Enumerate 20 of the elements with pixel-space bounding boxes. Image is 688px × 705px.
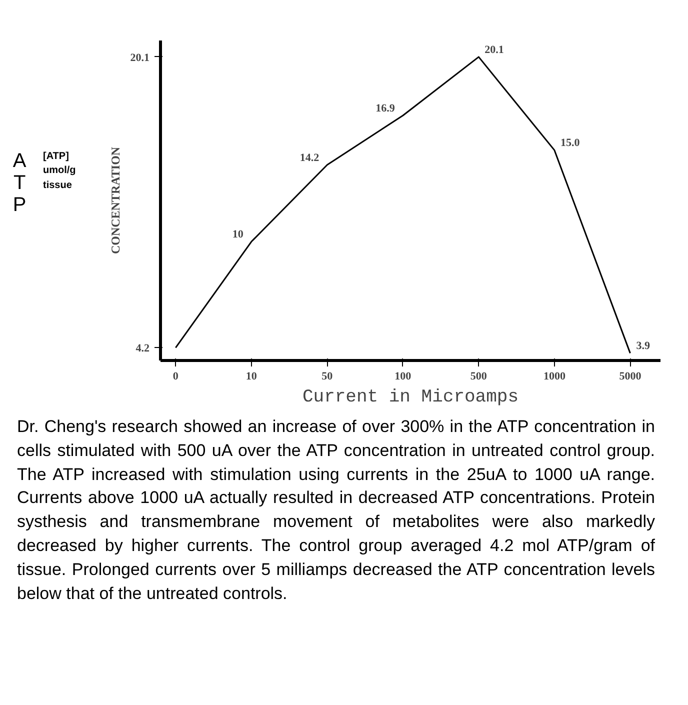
x-tick-label: 5000: [619, 370, 642, 382]
text: [ATP] umol/g tissue: [43, 150, 77, 193]
x-tick-label: 500: [470, 370, 488, 382]
x-axis-title: Current in Microamps: [302, 388, 519, 408]
text: Dr. Cheng's research showed an increase of over 300% in the ATP concentration in cells stimulated with 500 uA over the ATP concentration in untreated control group. The ATP increased with stimulation using currents in the 25uA to 1000 uA range. Currents above 1000 uA actually resulted in decreased ATP concentrations. Protein systhesis and transmembrane movement of metabolites were also markedly decreased by higher currents. The control group averaged 4.2 mol ATP/gram of tissue. Prolonged currents over 5 milliamps decreased the ATP concentration levels below that of the untreated controls.: [17, 416, 655, 605]
data-label: 15.0: [560, 137, 580, 150]
x-tick-label: 1000: [543, 370, 566, 382]
data-label: 14.2: [300, 152, 320, 164]
x-tick-label: 10: [246, 370, 258, 382]
x-tick-label: 50: [322, 370, 334, 382]
data-label: 16.9: [376, 102, 396, 114]
data-label: 3.9: [636, 340, 650, 352]
line-series: [174, 56, 631, 354]
x-tick-label: 0: [172, 370, 179, 382]
data-label: 20.1: [484, 44, 504, 56]
y-axis-title: CONCENTRATION: [108, 146, 122, 254]
data-label: 10: [232, 228, 244, 241]
text: ATP: [8, 150, 32, 216]
y-tick-label: 4.2: [136, 342, 150, 355]
x-tick-label: 100: [394, 370, 412, 382]
